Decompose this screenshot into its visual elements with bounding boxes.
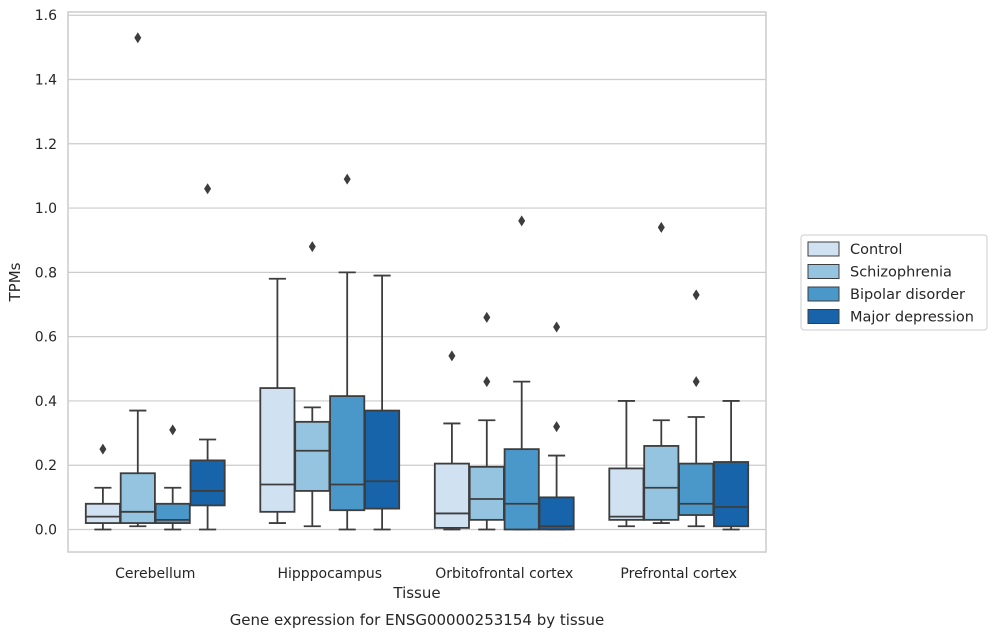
outlier-marker [204, 183, 212, 195]
legend-swatch [807, 309, 840, 324]
outlier-marker [692, 289, 700, 301]
box-group [503, 215, 540, 531]
legend-label: Major depression [850, 310, 974, 326]
outlier-marker [483, 376, 491, 388]
outlier-marker [553, 421, 561, 433]
x-tick-label: Orbitofrontal cortex [435, 566, 573, 582]
legend: Control Schizophrenia Bipolar disorder Majo… [800, 234, 988, 331]
outlier-marker [308, 241, 316, 253]
box-group [433, 350, 470, 531]
box [713, 461, 750, 528]
box-group [364, 274, 401, 531]
box [329, 395, 366, 512]
x-tick-label: Hipppocampus [277, 566, 382, 582]
outlier-marker [134, 32, 142, 44]
box-group [154, 424, 191, 531]
gridlines [68, 14, 766, 531]
box-group [643, 221, 680, 524]
box-group [84, 443, 121, 531]
y-tick-labels: 0.0 0.2 0.4 0.6 0.8 1.0 1.2 1.4 1.6 [35, 8, 57, 538]
y-tick-label: 0.8 [35, 265, 57, 281]
y-tick-label: 0.2 [35, 458, 57, 474]
outlier-marker [343, 173, 351, 185]
outlier-marker [448, 350, 456, 362]
box-group [538, 321, 575, 531]
x-tick-label: Cerebellum [115, 566, 195, 582]
outlier-marker [483, 311, 491, 323]
chart-caption: Gene expression for ENSG00000253154 by t… [230, 611, 605, 629]
box-group [713, 400, 750, 531]
x-axis-title: Tissue [392, 584, 440, 602]
y-tick-label: 1.6 [35, 8, 57, 24]
box [643, 445, 680, 521]
y-tick-label: 1.2 [35, 137, 57, 153]
outlier-marker [99, 443, 107, 455]
box-group [608, 400, 645, 528]
legend-label: Bipolar disorder [850, 287, 965, 303]
box [119, 472, 156, 524]
legend-label: Schizophrenia [850, 265, 952, 281]
box-group [259, 277, 296, 524]
box [678, 462, 715, 516]
box-group [119, 32, 156, 528]
box-group [294, 241, 331, 528]
outlier-marker [169, 424, 177, 436]
legend-swatch [807, 264, 840, 279]
y-tick-label: 0.0 [35, 523, 57, 539]
x-tick-labels: Cerebellum Hipppocampus Orbitofrontal cort… [115, 566, 737, 582]
outlier-marker [518, 215, 526, 227]
y-tick-label: 0.4 [35, 394, 57, 410]
box [364, 409, 401, 510]
box [468, 465, 505, 521]
y-tick-label: 0.6 [35, 330, 57, 346]
y-tick-label: 1.0 [35, 201, 57, 217]
box-series [84, 32, 750, 531]
box [294, 420, 331, 492]
box-group [678, 289, 715, 528]
legend-label: Control [850, 242, 902, 258]
box [433, 462, 470, 529]
outlier-marker [657, 221, 665, 233]
box [608, 467, 645, 521]
box [189, 459, 226, 507]
plot-frame [67, 11, 767, 553]
legend-frame [800, 234, 988, 331]
y-tick-label: 1.4 [35, 73, 57, 89]
box-group [468, 311, 505, 531]
box [259, 387, 296, 513]
box [154, 502, 191, 524]
box [503, 448, 540, 531]
legend-swatch [807, 241, 840, 257]
outlier-marker [692, 376, 700, 388]
box-group [189, 183, 226, 531]
box [84, 502, 121, 524]
legend-swatch [807, 286, 840, 302]
box [538, 496, 575, 531]
y-axis-title: TPMs [6, 262, 24, 302]
x-tick-label: Prefrontal cortex [620, 566, 737, 582]
box-group [329, 173, 366, 531]
outlier-marker [553, 321, 561, 333]
